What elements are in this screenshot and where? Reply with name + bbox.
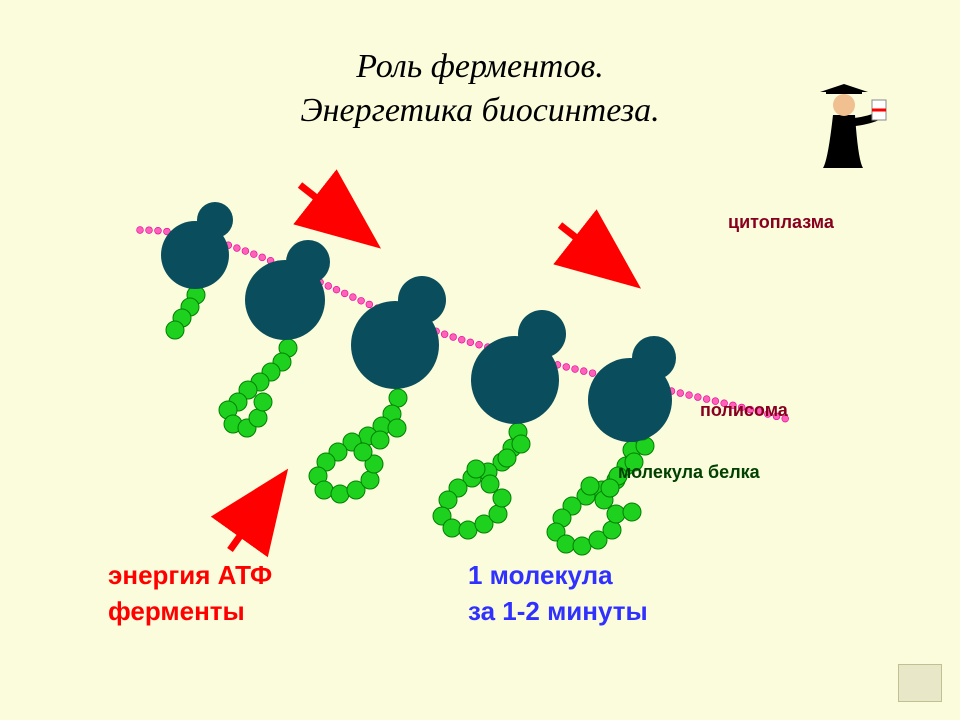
direction-arrow xyxy=(560,225,630,280)
slide: Роль ферментов. Энергетика биосинтеза. ц… xyxy=(0,0,960,720)
label-cytoplasm: цитоплазма xyxy=(728,212,834,233)
label-atp-line-1: энергия АТФ xyxy=(108,560,272,591)
protein-chain xyxy=(166,286,205,339)
label-polysome: полисома xyxy=(700,400,788,421)
label-rate-line-2: за 1-2 минуты xyxy=(468,596,648,627)
ribosome-small-subunit xyxy=(286,240,330,284)
protein-chain xyxy=(219,339,297,437)
professor-icon xyxy=(808,80,888,170)
direction-arrow xyxy=(230,480,280,550)
direction-arrow xyxy=(300,185,370,240)
ribosome-small-subunit xyxy=(197,202,233,238)
label-rate-line-1: 1 молекула xyxy=(468,560,613,591)
protein-chain xyxy=(433,423,530,539)
ribosome-small-subunit xyxy=(518,310,566,358)
nav-next-button[interactable] xyxy=(898,664,942,702)
label-atp-line-2: ферменты xyxy=(108,596,245,627)
mrna-strand xyxy=(137,227,790,422)
ribosome-small-subunit xyxy=(632,336,676,380)
ribosome-small-subunit xyxy=(398,276,446,324)
protein-chain xyxy=(309,389,407,503)
label-protein: молекула белка xyxy=(618,462,760,483)
